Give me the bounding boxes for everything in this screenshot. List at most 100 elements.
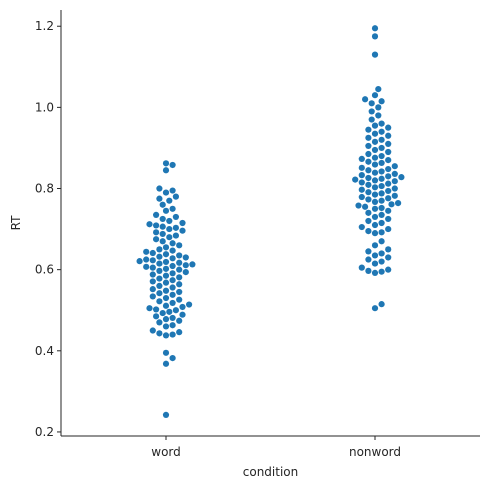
y-tick-label: 1.2 (35, 19, 54, 33)
data-point-word (162, 349, 170, 356)
data-point-word (169, 270, 176, 277)
data-point-nonword (371, 198, 379, 206)
data-point-nonword (358, 264, 365, 271)
data-point-nonword (378, 250, 385, 257)
data-point-word (166, 197, 173, 204)
data-point-nonword (378, 238, 385, 245)
data-point-nonword (385, 246, 392, 253)
data-point-nonword (365, 189, 372, 196)
data-point-word (162, 272, 170, 279)
data-point-nonword (378, 258, 385, 265)
y-tick-label: 0.8 (35, 182, 54, 196)
data-point-nonword (385, 157, 392, 164)
data-point-nonword (365, 142, 372, 150)
data-point-word (176, 252, 183, 259)
y-tick-label: 0.6 (35, 263, 54, 277)
data-point-nonword (365, 267, 372, 274)
data-point-nonword (365, 248, 372, 255)
points-layer (136, 25, 405, 419)
data-point-word (162, 160, 170, 167)
data-point-nonword (365, 158, 372, 165)
data-point-nonword (378, 128, 385, 135)
data-point-word (176, 266, 183, 273)
data-point-nonword (395, 200, 402, 207)
data-point-word (176, 317, 183, 324)
data-point-word (146, 221, 153, 228)
data-point-word (169, 255, 176, 262)
axes-layer (60, 10, 480, 437)
data-point-nonword (385, 254, 392, 261)
data-point-word (153, 229, 160, 236)
data-point-word (149, 264, 156, 271)
data-point-word (149, 286, 156, 293)
y-tick-label: 0.2 (35, 425, 54, 439)
data-point-word (156, 298, 163, 305)
data-point-nonword (391, 185, 398, 192)
y-axis-label: RT (9, 215, 23, 230)
data-point-nonword (371, 122, 379, 129)
data-point-nonword (385, 173, 392, 180)
data-point-word (156, 319, 163, 326)
data-point-nonword (355, 202, 362, 209)
data-point-word (179, 219, 186, 227)
data-point-nonword (358, 164, 365, 171)
data-point-nonword (371, 184, 379, 191)
data-point-nonword (371, 252, 379, 259)
data-point-word (162, 251, 170, 258)
data-point-word (162, 167, 170, 174)
data-point-word (166, 308, 173, 315)
data-point-nonword (378, 197, 385, 204)
data-point-word (176, 274, 183, 281)
data-point-word (169, 355, 176, 362)
data-point-word (182, 262, 189, 269)
data-point-nonword (378, 136, 385, 143)
data-point-nonword (371, 305, 379, 312)
data-point-word (153, 236, 160, 243)
data-point-nonword (378, 190, 385, 197)
data-point-word (156, 185, 163, 192)
data-point-word (153, 306, 160, 313)
data-point-word (143, 256, 150, 263)
data-point-nonword (371, 230, 379, 237)
data-point-nonword (378, 182, 385, 190)
data-point-word (172, 307, 179, 314)
data-point-word (169, 314, 176, 322)
data-point-nonword (371, 269, 379, 277)
data-point-word (149, 271, 156, 278)
data-point-word (176, 329, 183, 336)
data-point-nonword (391, 178, 398, 185)
data-point-word (179, 311, 186, 318)
data-point-nonword (391, 170, 398, 178)
data-point-nonword (385, 225, 392, 233)
data-point-word (176, 288, 183, 296)
data-point-word (176, 259, 183, 266)
data-point-word (186, 301, 193, 308)
data-point-nonword (378, 168, 385, 175)
data-point-nonword (358, 193, 365, 201)
data-point-word (162, 279, 170, 286)
data-point-word (149, 278, 156, 285)
data-point-nonword (391, 163, 398, 170)
data-point-word (159, 230, 166, 238)
data-point-word (153, 211, 160, 218)
data-point-nonword (371, 92, 379, 99)
data-point-word (162, 207, 170, 214)
data-point-nonword (378, 144, 385, 152)
data-point-word (153, 222, 160, 229)
data-point-word (166, 234, 173, 241)
data-point-nonword (385, 140, 392, 147)
data-point-nonword (358, 179, 365, 186)
data-point-nonword (365, 217, 372, 225)
data-point-word (156, 282, 163, 289)
data-point-nonword (371, 161, 379, 168)
data-point-nonword (385, 207, 392, 214)
data-point-nonword (371, 169, 379, 176)
data-point-nonword (362, 96, 369, 103)
data-point-word (156, 260, 163, 267)
data-point-nonword (378, 152, 385, 160)
data-point-nonword (371, 154, 379, 161)
data-point-word (169, 284, 176, 291)
data-point-nonword (362, 203, 369, 210)
data-point-nonword (371, 51, 379, 58)
